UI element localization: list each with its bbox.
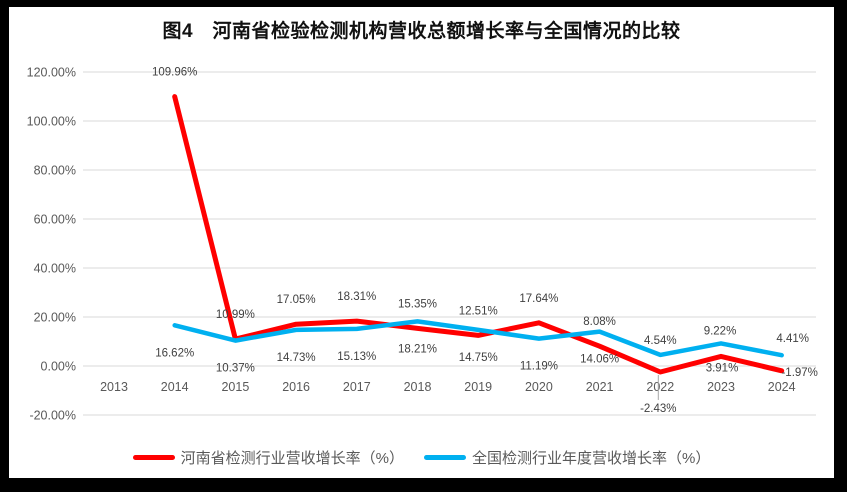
x-tick-label: 2015 [221,380,249,394]
x-tick-label: 2013 [100,380,128,394]
x-tick-label: 2021 [586,380,614,394]
data-label-national: 14.06% [580,354,619,366]
data-label-henan: -2.43% [640,403,676,415]
x-tick-label: 2016 [282,380,310,394]
y-tick-label: 120.00% [27,66,76,80]
x-tick-label: 2020 [525,380,553,394]
data-label-national: 10.37% [216,363,255,375]
data-label-henan: -1.97% [781,367,817,379]
data-label-henan: 12.51% [459,305,498,317]
data-label-national: 14.73% [277,352,316,364]
x-tick-label: 2018 [404,380,432,394]
chart-legend: 河南省检测行业营收增长率（%） 全国检测行业年度营收增长率（%） [9,447,834,468]
data-label-henan: 10.99% [216,309,255,321]
x-tick-label: 2019 [464,380,492,394]
x-tick-label: 2017 [343,380,371,394]
x-tick-label: 2014 [161,380,189,394]
data-label-national: 16.62% [155,347,194,359]
legend-label-henan: 河南省检测行业营收增长率（%） [180,450,404,467]
legend-item-henan: 河南省检测行业营收增长率（%） [132,447,404,468]
data-label-henan: 3.91% [706,362,739,374]
data-label-henan: 17.05% [277,294,316,306]
data-label-henan: 18.31% [337,291,376,303]
series-line-henan [172,94,785,375]
data-label-henan: 15.35% [398,298,437,310]
legend-label-national: 全国检测行业年度营收增长率（%） [472,450,711,467]
data-label-national: 15.13% [337,351,376,363]
y-tick-label: 80.00% [34,164,76,178]
line-chart-plot-area: 120.00% 100.00% 80.00% 60.00% 40.00% 20.00% 0.… [27,66,818,423]
x-tick-label: 2022 [646,380,674,394]
y-tick-label: 20.00% [34,311,76,325]
data-label-national: 11.19% [520,361,558,373]
y-tick-label: 40.00% [34,262,76,276]
y-tick-label: 0.00% [41,360,76,374]
chart-title: 图4 河南省检验检测机构营收总额增长率与全国情况的比较 [162,21,681,42]
data-label-national: 9.22% [704,325,737,337]
y-tick-label: 60.00% [34,213,76,227]
data-label-henan: 8.08% [583,316,616,328]
data-label-national: 14.75% [459,352,498,364]
data-label-national: 4.54% [644,335,677,347]
henan-series-swatch-icon [132,455,175,460]
data-label-national: 18.21% [398,343,437,355]
data-label-henan: 109.96% [152,67,197,79]
legend-item-national: 全国检测行业年度营收增长率（%） [424,447,710,468]
data-label-henan: 17.64% [519,293,558,305]
y-tick-label: -20.00% [29,409,76,423]
x-tick-label: 2024 [768,380,796,394]
national-series-swatch-icon [424,455,466,460]
series-line-national [172,319,784,358]
x-tick-label: 2023 [707,380,735,394]
y-tick-label: 100.00% [27,115,76,129]
data-label-national: 4.41% [776,333,809,345]
